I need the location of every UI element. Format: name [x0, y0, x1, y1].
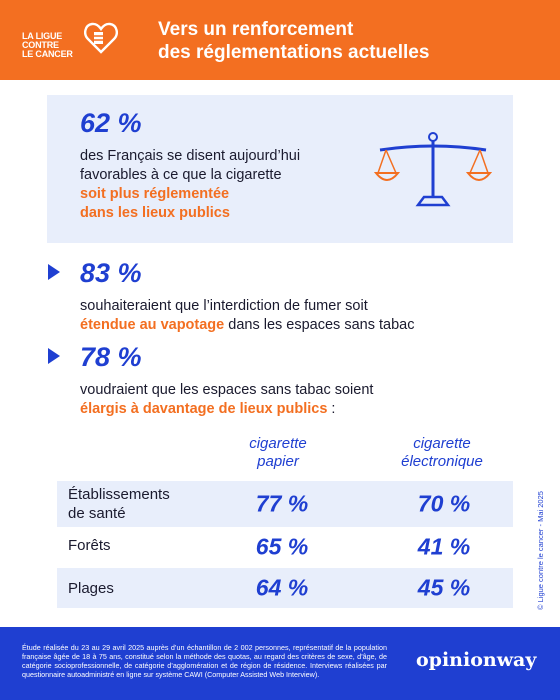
- stat3-highlight: élargis à davantage de lieux publics: [80, 401, 328, 417]
- stat3-text: voudraient que les espaces sans tabac so…: [80, 381, 373, 419]
- row-label-line: de santé: [68, 505, 126, 522]
- title-line: des réglementations actuelles: [158, 42, 430, 63]
- column-header-line: électronique: [401, 453, 483, 470]
- column-header-line: cigarette: [249, 435, 307, 452]
- stat1-line: des Français se disent aujourd’hui: [80, 148, 301, 164]
- stat3-percent: 78 %: [80, 342, 142, 372]
- stat1-card: 62 % des Français se disent aujourd’hui …: [47, 95, 513, 243]
- stat2-highlight: étendue au vapotage: [80, 317, 225, 333]
- stat2-rest: dans les espaces sans tabac: [224, 317, 415, 333]
- scale-icon: [374, 132, 492, 207]
- stat1-text: des Français se disent aujourd’hui favor…: [80, 147, 300, 223]
- bullet-arrow-icon: [48, 264, 60, 280]
- value-electronic: 70 %: [417, 490, 471, 517]
- opinionway-logo: opinionway: [416, 649, 537, 671]
- heart-book-icon: [84, 22, 118, 54]
- ligue-logo: LA LIGUE CONTRE LE CANCER: [22, 22, 122, 62]
- stat2-percent: 83 %: [80, 258, 142, 288]
- study-footnote: Étude réalisée du 23 au 29 avril 2025 au…: [22, 643, 387, 679]
- stat1-line: favorables à ce que la cigarette: [80, 167, 282, 183]
- stat1-highlight: soit plus réglementée: [80, 186, 230, 202]
- title-line: Vers un renforcement: [158, 19, 354, 40]
- table-row: Plages 64 % 45 %: [57, 568, 513, 608]
- logo-text: LA LIGUE CONTRE LE CANCER: [22, 32, 73, 59]
- value-paper: 64 %: [255, 574, 309, 601]
- row-label: Forêts: [68, 537, 111, 554]
- stat2-text: souhaiteraient que l’interdiction de fum…: [80, 297, 414, 335]
- stat1-percent: 62 %: [80, 108, 142, 138]
- column-header-line: papier: [257, 453, 299, 470]
- stat3-line: voudraient que les espaces sans tabac so…: [80, 382, 374, 398]
- column-header-line: cigarette: [413, 435, 471, 452]
- footer-banner: Étude réalisée du 23 au 29 avril 2025 au…: [0, 627, 560, 700]
- value-paper: 65 %: [255, 533, 309, 560]
- page-title: Vers un renforcement des réglementations…: [158, 18, 429, 64]
- copyright-credit: © Ligue contre le cancer - Mai 2025: [536, 491, 545, 610]
- column-header-electronic: cigarette électronique: [377, 435, 507, 471]
- table-row: Établissements de santé 77 % 70 %: [57, 481, 513, 527]
- table-row: Forêts 65 % 41 %: [57, 527, 513, 567]
- column-header-paper: cigarette papier: [213, 435, 343, 471]
- value-electronic: 41 %: [417, 533, 471, 560]
- logo-line: CONTRE: [22, 40, 59, 50]
- stat3-line: élargis à davantage de lieux publics :: [80, 400, 373, 419]
- logo-line: LA LIGUE: [22, 31, 63, 41]
- stat2-line: souhaiteraient que l’interdiction de fum…: [80, 298, 368, 314]
- value-paper: 77 %: [255, 490, 309, 517]
- stat2-line: étendue au vapotage dans les espaces san…: [80, 316, 414, 335]
- row-label-line: Établissements: [68, 486, 170, 503]
- row-label: Plages: [68, 580, 114, 597]
- stat1-highlight: dans les lieux publics: [80, 205, 230, 221]
- bullet-arrow-icon: [48, 348, 60, 364]
- logo-line: LE CANCER: [22, 49, 73, 59]
- header-banner: LA LIGUE CONTRE LE CANCER Vers un renfor…: [0, 0, 560, 80]
- value-electronic: 45 %: [417, 574, 471, 601]
- row-label: Établissements de santé: [68, 485, 170, 523]
- stat3-rest: :: [327, 401, 336, 417]
